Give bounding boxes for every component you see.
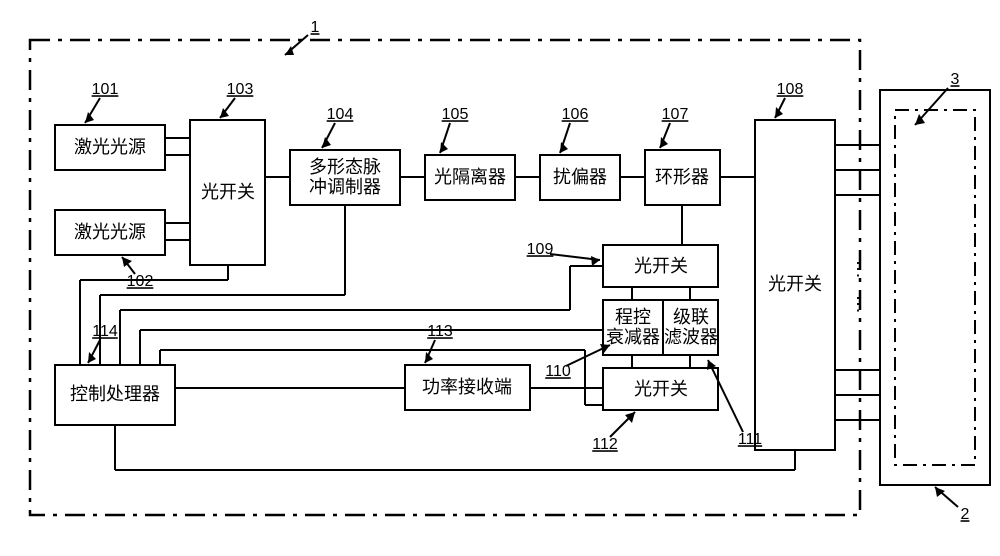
label-circ: 环形器 [655,167,709,187]
block-diagram: 激光光源 激光光源 光开关 多形态脉 冲调制器 光隔离器 扰偏器 环形器 光开关… [10,10,1000,546]
label-filter1: 级联 [673,307,709,327]
label-laser1: 激光光源 [74,137,146,157]
label-atten1: 程控 [615,307,651,327]
ref-114: 114 [92,323,118,340]
ref-3: 3 [951,71,960,88]
dots2: ⋮ [849,294,867,314]
label-receiver: 功率接收端 [422,377,512,397]
ref-2: 2 [961,506,970,523]
label-switch109: 光开关 [634,256,688,276]
label-isolator: 光隔离器 [434,167,506,187]
ref-104: 104 [327,106,354,123]
ref-101: 101 [92,81,119,98]
label-switch103: 光开关 [201,182,255,202]
label-switch112: 光开关 [634,379,688,399]
ref-112: 112 [592,436,618,453]
ref-113: 113 [427,323,453,340]
label-mod1: 多形态脉 [309,157,381,177]
label-atten2: 衰减器 [606,327,660,347]
ref-1: 1 [311,19,320,36]
ref-111: 111 [738,431,762,448]
block-2 [880,90,990,485]
ref-105: 105 [442,106,469,123]
ref-107: 107 [662,106,689,123]
ref-103: 103 [227,81,254,98]
label-controller: 控制处理器 [70,384,160,404]
ref-108: 108 [777,81,804,98]
ref-106: 106 [562,106,589,123]
label-laser2: 激光光源 [74,222,146,242]
dots1: ⋮ [849,259,867,279]
label-switch108: 光开关 [768,274,822,294]
label-scrambler: 扰偏器 [553,167,607,187]
label-mod2: 冲调制器 [309,177,381,197]
label-filter2: 滤波器 [664,327,718,347]
ref-109: 109 [527,241,554,258]
ref-102: 102 [127,273,154,290]
